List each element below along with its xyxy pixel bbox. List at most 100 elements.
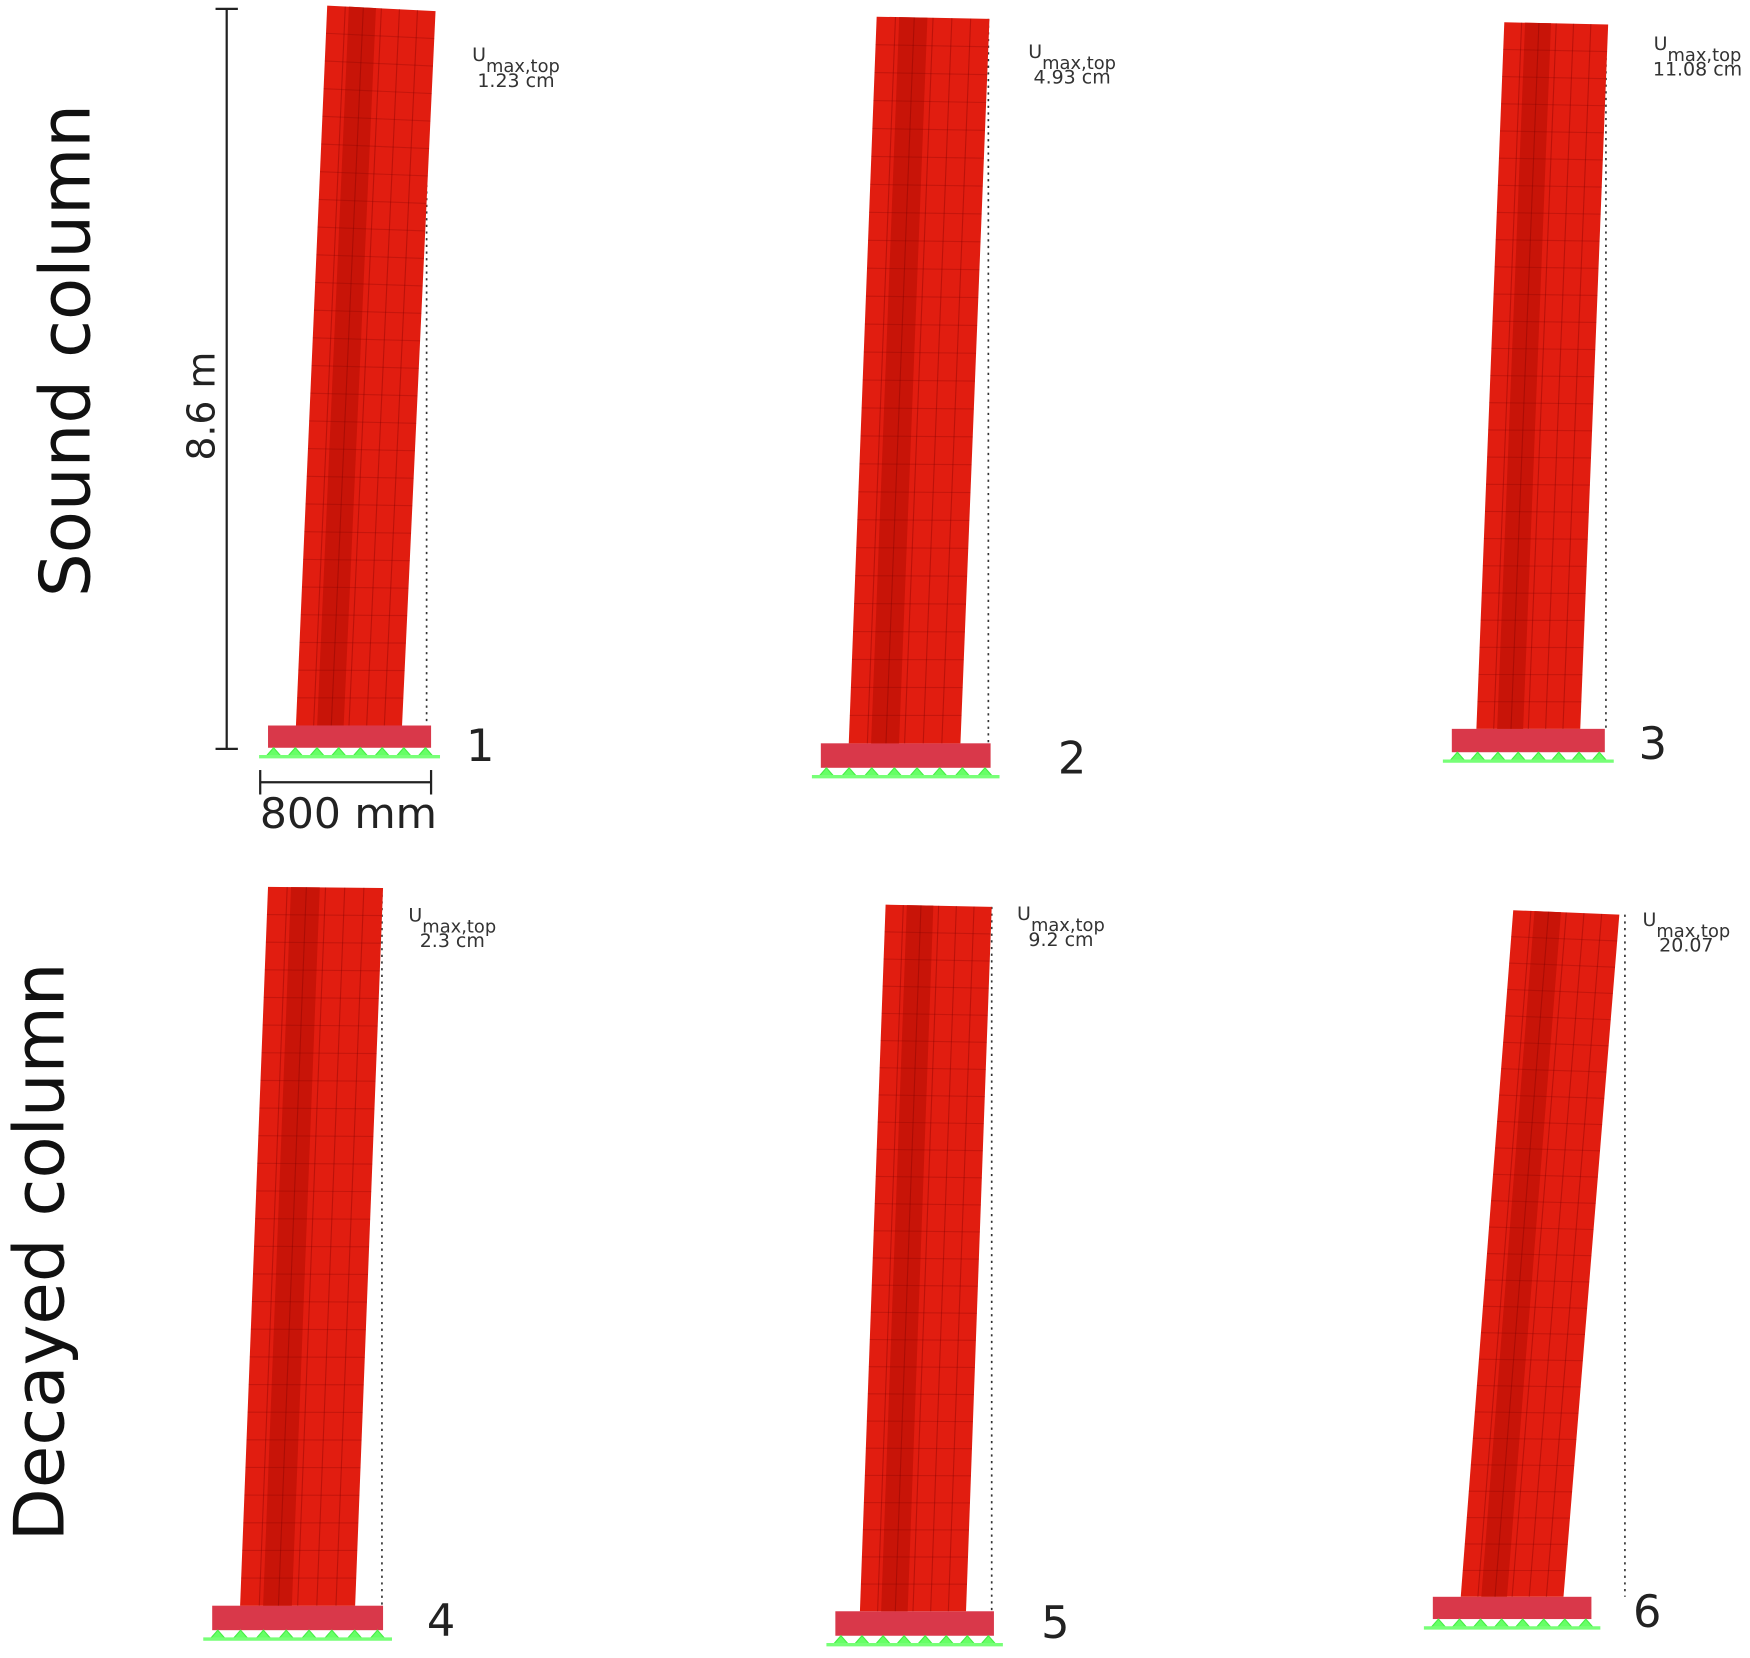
mesh-line [261, 1052, 377, 1055]
mesh-line [865, 1447, 972, 1450]
mesh-line [870, 183, 983, 187]
mesh-line [1502, 76, 1607, 80]
base-plate [268, 725, 432, 748]
mesh-line [868, 1366, 975, 1368]
mesh-line [1489, 1226, 1594, 1231]
mesh-line [1507, 988, 1613, 994]
mesh-line [323, 88, 432, 95]
mesh-line [1527, 23, 1557, 729]
mesh-line [335, 887, 365, 1606]
displacement-value: 11.08 cm [1653, 59, 1742, 81]
base-plate [1432, 1596, 1592, 1620]
height-dimension [215, 7, 238, 750]
mesh-line [299, 641, 406, 644]
mesh-line [301, 586, 409, 589]
mesh-line [1528, 913, 1585, 1597]
mesh-line [1545, 913, 1603, 1597]
displacement-value: 1.23 cm [477, 70, 554, 92]
mesh-line [313, 6, 346, 726]
mesh-line [1486, 1252, 1592, 1257]
u-symbol: U [472, 44, 486, 66]
panel-number: 3 [1639, 718, 1667, 770]
displacement-symbol: Umax,top [1017, 903, 1105, 935]
mesh-line [855, 575, 968, 577]
mesh-line [1487, 456, 1591, 459]
displacement-symbol: Umax,top [1654, 33, 1742, 65]
mesh-line [871, 1284, 978, 1287]
column-shade [1481, 911, 1561, 1597]
displacement-symbol: Umax,top [1642, 909, 1730, 941]
mesh-line [857, 519, 970, 521]
mesh-line [877, 1121, 984, 1125]
mesh-line [1491, 347, 1596, 351]
mesh-line [1493, 22, 1523, 729]
base-plate [835, 1611, 994, 1636]
mesh-line [862, 379, 975, 382]
mesh-line [266, 913, 382, 917]
mesh-line [1484, 510, 1589, 513]
mesh-line [1494, 266, 1599, 269]
mesh-line [882, 985, 989, 989]
column-shade [263, 887, 320, 1606]
mesh-line [861, 407, 974, 410]
mesh-line [1510, 22, 1540, 729]
mesh-line [878, 1094, 985, 1098]
mesh-line [1499, 1094, 1605, 1099]
u-subscript: max,top [1656, 920, 1730, 941]
column-shade [1497, 22, 1552, 729]
mesh-line [317, 226, 426, 232]
mesh-line [312, 337, 421, 342]
mesh-line [912, 905, 940, 1612]
mesh-line [866, 17, 897, 744]
mesh-line [307, 448, 415, 452]
mesh-line [277, 887, 307, 1606]
mesh-line [311, 364, 419, 369]
mesh-line [1477, 910, 1532, 1597]
mesh-line [930, 906, 957, 1612]
mesh-line [874, 1203, 981, 1206]
mesh-line [324, 60, 433, 67]
mesh-line [257, 1162, 373, 1165]
mesh-line [904, 17, 934, 744]
width-label: 800 mm [260, 789, 437, 838]
mesh-line [316, 254, 424, 259]
column-shade [871, 17, 928, 744]
u-symbol: U [1028, 41, 1042, 63]
mesh-line [1501, 103, 1605, 107]
mesh-line [1492, 320, 1597, 324]
mesh-line [1493, 293, 1598, 296]
panel-number: 6 [1633, 1586, 1661, 1638]
mesh-line [1511, 936, 1618, 942]
mesh-line [867, 267, 980, 271]
displacement-symbol: Umax,top [408, 904, 496, 936]
mesh-line [1497, 1120, 1603, 1126]
row-label: Decayed column [1, 962, 81, 1541]
displacement-value: 20.07 [1659, 934, 1713, 956]
column-shade [881, 905, 934, 1612]
mesh-line [875, 1175, 982, 1179]
mesh-line [313, 309, 422, 314]
mesh-line [305, 503, 413, 507]
mesh-line [1562, 24, 1592, 729]
mesh-line [947, 906, 975, 1612]
mesh-line [1500, 130, 1604, 134]
mesh-line [260, 1079, 376, 1082]
mesh-line [870, 1311, 977, 1314]
mesh-line [1494, 911, 1550, 1597]
mesh-line [865, 295, 979, 299]
column-shade [317, 6, 376, 726]
panel-number: 5 [1041, 1597, 1069, 1649]
displacement-value: 2.3 cm [420, 930, 485, 952]
mesh-line [1491, 1200, 1596, 1204]
mesh-line [259, 1107, 375, 1110]
u-subscript: max,top [1668, 45, 1742, 66]
mesh-line [869, 1338, 976, 1341]
mesh-line [879, 1067, 986, 1070]
mesh-line [322, 115, 431, 122]
mesh-line [894, 905, 922, 1612]
mesh-line [1482, 565, 1587, 567]
